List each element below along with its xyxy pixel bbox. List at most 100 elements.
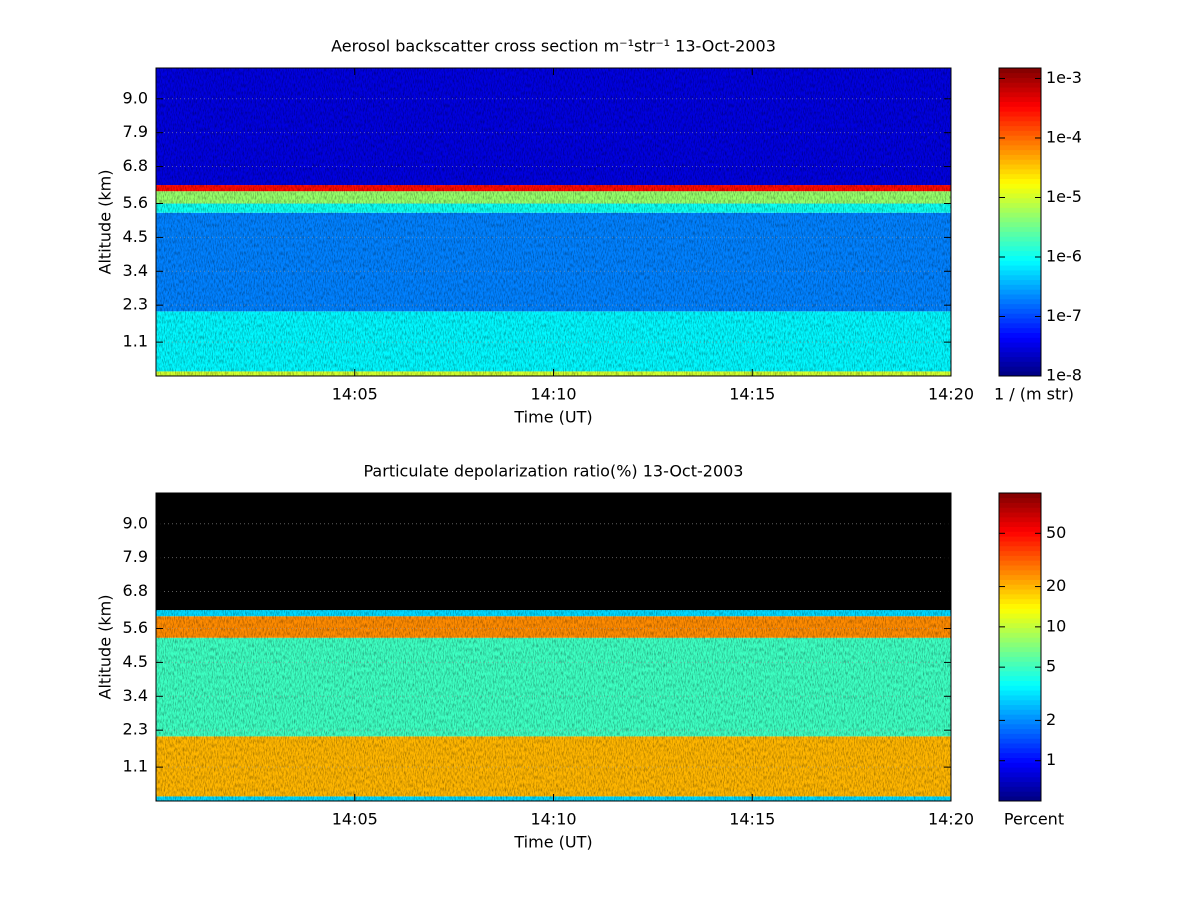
colorbar-tick-label: 1e-7 (1046, 306, 1082, 325)
colorbar-cell (999, 231, 1041, 237)
colorbar-cell (999, 274, 1041, 281)
colorbar-cell (999, 106, 1041, 112)
colorbar-tick-label: 10 (1046, 616, 1066, 635)
colorbar-cell (999, 284, 1041, 290)
colorbar-cell (999, 709, 1041, 715)
colorbar-cell (999, 661, 1041, 667)
colorbar-cell (999, 240, 1041, 247)
x-tick-label: 14:05 (332, 385, 378, 404)
colorbar-cell (999, 656, 1041, 662)
x-axis-label: Time (UT) (513, 833, 592, 852)
colorbar-cell (999, 550, 1041, 556)
colorbar-cell (999, 685, 1041, 691)
colorbar-tick-label: 2 (1046, 710, 1056, 729)
colorbar-label: 1 / (m str) (994, 385, 1074, 404)
x-tick-label: 14:20 (928, 385, 974, 404)
colorbar-cell (999, 564, 1041, 571)
colorbar-cell (999, 536, 1041, 542)
y-axis-label: Altitude (km) (96, 595, 115, 700)
colorbar-cell (999, 82, 1041, 88)
colorbar-cell (999, 86, 1041, 93)
colorbar-cell (999, 183, 1041, 189)
colorbar-tick-label: 1e-3 (1046, 68, 1082, 87)
colorbar-label: Percent (1004, 810, 1064, 829)
colorbar-cell (999, 776, 1041, 783)
y-tick-label: 2.3 (123, 720, 148, 739)
y-tick-label: 6.8 (123, 581, 148, 600)
colorbar-cell (999, 511, 1041, 518)
colorbar-cell (999, 370, 1041, 377)
y-tick-label: 9.0 (123, 88, 148, 107)
colorbar-cell (999, 192, 1041, 199)
colorbar-cell (999, 723, 1041, 730)
colorbar-cell (999, 786, 1041, 792)
colorbar-cell (999, 361, 1041, 367)
colorbar-cell (999, 632, 1041, 638)
colorbar-cell (999, 670, 1041, 677)
colorbar-tick-label: 1e-8 (1046, 366, 1082, 385)
colorbar-cell (999, 163, 1041, 170)
colorbar-tick-label: 1e-4 (1046, 127, 1082, 146)
colorbar-tick-label: 1e-6 (1046, 246, 1082, 265)
colorbar-tick-label: 20 (1046, 576, 1066, 595)
colorbar-cell (999, 298, 1041, 305)
colorbar-cell (999, 313, 1041, 319)
colorbar-cell (999, 269, 1041, 276)
colorbar-frame (998, 492, 1042, 802)
colorbar-cell (999, 212, 1041, 218)
colorbar-cell (999, 675, 1041, 681)
colorbar-cell (999, 207, 1041, 213)
y-tick-label: 3.4 (123, 261, 148, 280)
colorbar-cell (999, 579, 1041, 585)
colorbar-cell (999, 608, 1041, 614)
colorbar-cell (999, 680, 1041, 686)
colorbar-cell (999, 637, 1041, 643)
colorbar-cell (999, 762, 1041, 768)
colorbar-cell (999, 322, 1041, 329)
colorbar-cell (999, 497, 1041, 503)
y-tick-label: 2.3 (123, 295, 148, 314)
y-tick-label: 7.9 (123, 122, 148, 141)
colorbar-cell (999, 540, 1041, 547)
colorbar-cell (999, 747, 1041, 754)
colorbar-cell (999, 317, 1041, 324)
colorbar-cell (999, 742, 1041, 749)
colorbar-tick-label: 1 (1046, 750, 1056, 769)
colorbar-cell (999, 781, 1041, 787)
x-tick-label: 14:15 (729, 810, 775, 829)
colorbar-tick-label: 5 (1046, 657, 1056, 676)
colorbar-tick-label: 1e-5 (1046, 187, 1082, 206)
colorbar-cell (999, 728, 1041, 734)
colorbar-cell (999, 502, 1041, 508)
y-tick-label: 9.0 (123, 513, 148, 532)
colorbar-cell (999, 356, 1041, 362)
colorbar-cell (999, 526, 1041, 532)
colorbar-cell (999, 521, 1041, 527)
colorbar-cell (999, 718, 1041, 725)
colorbar-cell (999, 144, 1041, 151)
colorbar-cell (999, 694, 1041, 701)
colorbar-cell (999, 168, 1041, 175)
colorbar-cell (999, 265, 1041, 271)
colorbar-cell (999, 308, 1041, 314)
colorbar-cell (999, 767, 1041, 773)
colorbar-cell (999, 159, 1041, 165)
colorbar-cell (999, 154, 1041, 160)
colorbar-cell (999, 91, 1041, 98)
colorbar-cell (999, 507, 1041, 513)
colorbar-cell (999, 279, 1041, 285)
colorbar-cell (999, 178, 1041, 184)
texture (156, 68, 951, 376)
y-tick-label: 5.6 (123, 193, 148, 212)
colorbar-cell (999, 293, 1041, 300)
colorbar-cell (999, 627, 1041, 633)
colorbar-cell (999, 584, 1041, 590)
y-axis-label: Altitude (km) (96, 170, 115, 275)
y-tick-label: 7.9 (123, 547, 148, 566)
colorbar-cell (999, 135, 1041, 141)
colorbar-cell (999, 120, 1041, 127)
colorbar-cell (999, 221, 1041, 228)
y-tick-label: 1.1 (123, 332, 148, 351)
colorbar-cell (999, 555, 1041, 561)
